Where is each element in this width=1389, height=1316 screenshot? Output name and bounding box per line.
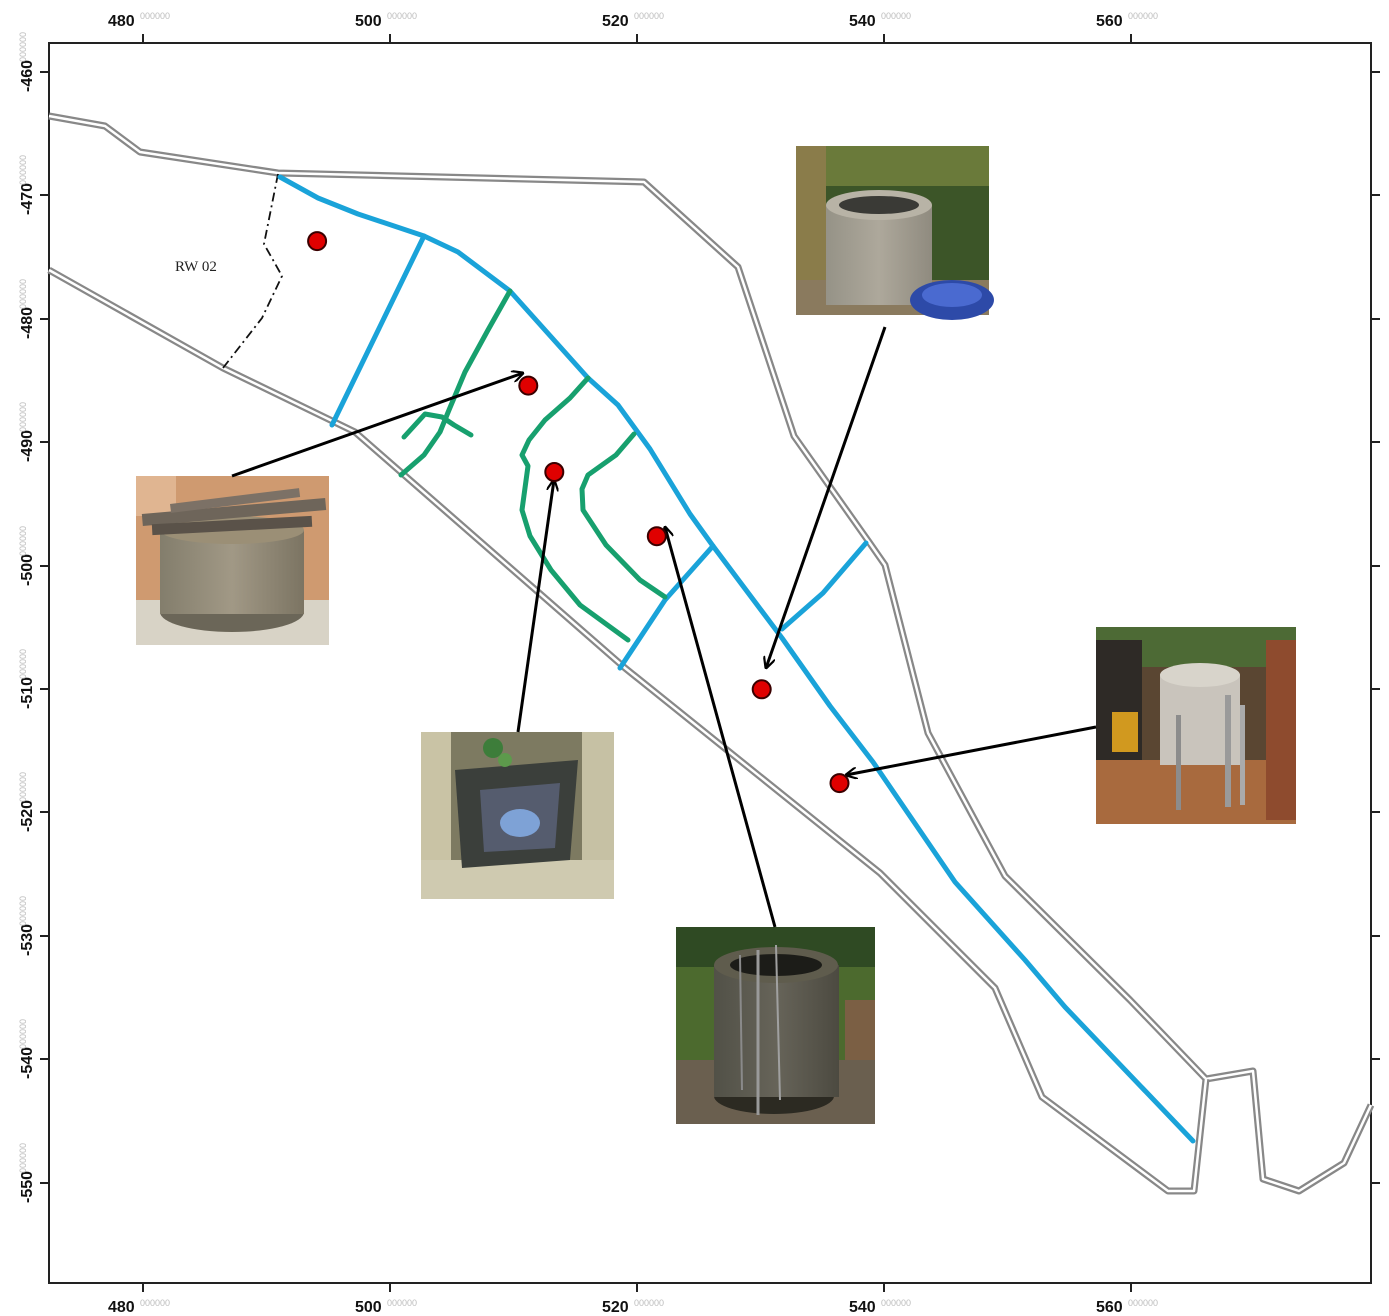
y-tick-label: -470 xyxy=(19,183,36,215)
x-axis-bottom: 480 000000 500 000000 520 000000 540 000… xyxy=(108,1283,1158,1316)
x-tick-label: 500 xyxy=(355,1299,382,1316)
main-stream xyxy=(277,174,1196,1144)
y-tick-label: -530 xyxy=(19,924,36,956)
y-tick-suffix: 000000 xyxy=(18,896,28,926)
drainage-channel xyxy=(398,288,513,478)
y-axis-left: -460 000000 -470 000000 -480 000000 -490… xyxy=(18,32,49,1203)
x-tick-suffix: 000000 xyxy=(387,1298,417,1308)
y-tick-label: -520 xyxy=(19,800,36,832)
x-tick-suffix: 000000 xyxy=(634,11,664,21)
well-marker[interactable] xyxy=(544,462,565,482)
arrow-to-well xyxy=(516,480,554,733)
drainage-channel xyxy=(579,431,668,600)
y-tick-suffix: 000000 xyxy=(18,526,28,556)
y-tick-suffix: 000000 xyxy=(18,279,28,309)
catchment-boundary xyxy=(47,112,1375,1195)
drainage-channel xyxy=(519,375,631,643)
boundary-south xyxy=(47,266,1210,1195)
y-tick-suffix: 000000 xyxy=(18,772,28,802)
y-tick-label: -550 xyxy=(19,1171,36,1203)
x-tick-label: 480 xyxy=(108,1299,135,1316)
tributary xyxy=(779,540,869,632)
x-tick-label: 520 xyxy=(602,1299,629,1316)
stream-network-secondary xyxy=(398,288,668,643)
y-axis-right xyxy=(1371,71,1380,1184)
x-tick-suffix: 000000 xyxy=(1128,11,1158,21)
x-axis-top: 480 000000 500 000000 520 000000 540 000… xyxy=(108,11,1158,43)
x-tick-label: 520 xyxy=(602,13,629,30)
well-photo-with-pumps xyxy=(1096,627,1296,824)
x-tick-suffix: 000000 xyxy=(387,11,417,21)
drainage-channel xyxy=(401,411,474,440)
y-tick-label: -510 xyxy=(19,677,36,709)
y-tick-suffix: 000000 xyxy=(18,649,28,679)
y-tick-label: -500 xyxy=(19,554,36,586)
plot-frame xyxy=(48,42,1372,1284)
y-tick-label: -480 xyxy=(19,307,36,339)
stream-network-main xyxy=(277,174,1196,1144)
arrow-to-well xyxy=(846,725,1097,775)
y-tick-suffix: 000000 xyxy=(18,155,28,185)
well-marker[interactable] xyxy=(829,773,850,794)
y-tick-suffix: 000000 xyxy=(18,1019,28,1049)
boundary-south-inner xyxy=(48,268,1208,1193)
well-photo-cylindrical-rods xyxy=(676,927,875,1124)
well-photo-wooden-cover xyxy=(136,476,329,645)
well-marker[interactable] xyxy=(518,375,539,396)
x-tick-label: 500 xyxy=(355,13,382,30)
y-tick-label: -460 xyxy=(19,60,36,92)
arrow-to-well xyxy=(665,527,777,928)
x-tick-suffix: 000000 xyxy=(140,11,170,21)
x-tick-label: 540 xyxy=(849,1299,876,1316)
y-tick-suffix: 000000 xyxy=(18,1143,28,1173)
x-tick-suffix: 000000 xyxy=(881,1298,911,1308)
region-label: RW 02 xyxy=(175,259,217,275)
well-photo-concrete-drum xyxy=(796,146,994,320)
y-tick-label: -490 xyxy=(19,430,36,462)
arrow-to-well xyxy=(231,373,523,478)
y-tick-suffix: 000000 xyxy=(18,32,28,62)
y-tick-label: -540 xyxy=(19,1047,36,1079)
boundary-north-inner xyxy=(48,114,1373,1193)
x-tick-label: 480 xyxy=(108,13,135,30)
tributary xyxy=(329,233,427,428)
x-tick-label: 560 xyxy=(1096,13,1123,30)
well-marker[interactable] xyxy=(646,526,667,547)
arrow-to-well xyxy=(766,326,887,668)
wells-layer xyxy=(307,231,850,794)
x-tick-label: 560 xyxy=(1096,1299,1123,1316)
tributary xyxy=(617,543,716,671)
x-tick-suffix: 000000 xyxy=(634,1298,664,1308)
well-marker[interactable] xyxy=(307,231,328,252)
x-tick-suffix: 000000 xyxy=(1128,1298,1158,1308)
y-tick-suffix: 000000 xyxy=(18,402,28,432)
x-tick-label: 540 xyxy=(849,13,876,30)
x-tick-suffix: 000000 xyxy=(881,11,911,21)
photo-leader-arrows xyxy=(231,326,1097,928)
subcatchment-divide xyxy=(222,173,284,369)
well-photo-square-open xyxy=(421,732,614,899)
x-tick-suffix: 000000 xyxy=(140,1298,170,1308)
well-marker[interactable] xyxy=(751,679,772,700)
